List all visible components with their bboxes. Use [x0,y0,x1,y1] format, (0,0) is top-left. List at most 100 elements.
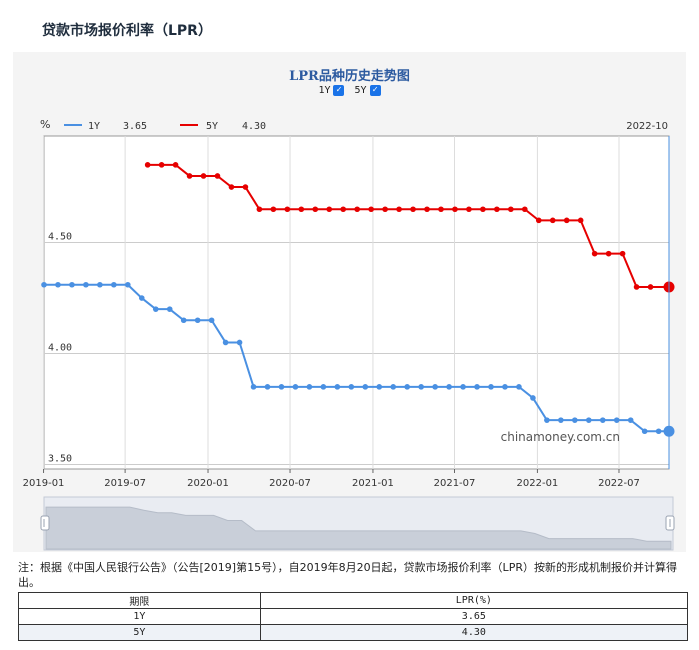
data-point-1y[interactable] [194,317,201,324]
data-point-5y[interactable] [158,162,165,168]
data-point-5y[interactable] [368,206,374,213]
data-point-5y[interactable] [647,284,654,290]
data-point-5y[interactable] [563,217,570,224]
table-header-term: 期限 [18,592,261,609]
x-tick-label: 2022-07 [598,478,640,489]
data-point-1y[interactable] [488,384,494,390]
data-point-1y[interactable] [460,384,466,390]
table-cell-rate: 4.30 [259,624,689,641]
legend-5y[interactable]: 5Y 4.30 [180,121,266,132]
data-point-5y[interactable] [382,206,388,213]
data-point-1y[interactable] [166,306,173,312]
data-point-1y[interactable] [83,281,89,288]
data-point-1y[interactable] [641,428,648,435]
data-point-1y[interactable] [613,417,620,423]
data-point-5y[interactable] [256,206,263,213]
legend-5y-value: 4.30 [242,121,266,132]
data-point-1y[interactable] [390,384,397,390]
data-point-1y[interactable] [69,281,75,288]
data-point-1y[interactable] [138,295,145,301]
zoom-handle-left[interactable] [40,515,50,531]
data-point-5y[interactable] [144,162,151,168]
data-point-5y[interactable] [605,250,612,257]
data-point-5y[interactable] [480,206,486,213]
data-point-1y[interactable] [558,417,564,423]
data-point-1y[interactable] [362,384,369,390]
data-point-1y[interactable] [474,384,480,390]
data-point-5y[interactable] [522,206,528,213]
data-point-1y[interactable] [334,384,341,390]
data-point-1y[interactable] [125,281,131,288]
data-point-5y[interactable] [312,206,319,213]
x-tick-label: 2022-01 [517,478,559,489]
toggle-1y-checkbox[interactable]: ✓ [333,85,345,96]
data-point-5y[interactable] [340,206,347,213]
data-point-5y[interactable] [466,206,472,213]
legend-5y-name: 5Y [206,121,218,132]
toggle-1y[interactable]: 1Y ✓ [318,85,345,96]
data-point-1y[interactable] [418,384,424,390]
data-point-5y[interactable] [619,250,626,257]
data-point-5y[interactable] [438,206,444,213]
data-point-5y[interactable] [326,206,333,213]
legend-1y[interactable]: 1Y 3.65 [64,121,147,132]
data-point-1y[interactable] [278,384,285,390]
data-point-1y[interactable] [655,428,662,435]
data-point-5y[interactable] [228,184,235,190]
data-point-5y[interactable] [396,206,402,213]
data-point-5y[interactable] [410,206,416,213]
data-point-5y[interactable] [214,173,221,179]
data-point-1y[interactable] [320,384,327,390]
series-line-1y [44,283,669,433]
chart-title: LPR品种历史走势图 [289,69,410,84]
data-point-1y[interactable] [502,384,508,390]
data-point-5y[interactable] [298,206,305,213]
y-tick-label: 4.50 [48,232,72,243]
data-point-1y[interactable] [41,281,47,288]
data-point-1y[interactable] [572,417,578,423]
data-point-1y[interactable] [516,384,522,390]
data-point-1y[interactable] [348,384,355,390]
data-point-5y[interactable] [535,217,542,224]
data-point-5y[interactable] [577,217,584,224]
data-zoom-slider[interactable] [40,496,675,551]
data-point-1y[interactable] [306,384,313,390]
data-point-1y[interactable] [627,417,634,423]
data-point-1y[interactable] [97,281,103,288]
data-point-5y[interactable] [591,250,598,257]
data-point-5y[interactable] [452,206,458,213]
data-point-1y[interactable] [250,384,257,390]
data-point-1y[interactable] [208,317,215,324]
data-point-5y[interactable] [284,206,291,213]
data-point-1y[interactable] [152,306,159,312]
data-point-1y[interactable] [404,384,410,390]
data-point-1y[interactable] [530,395,536,401]
data-point-1y[interactable] [599,417,606,423]
data-point-5y[interactable] [549,217,556,224]
cursor-date-label: 2022-10 [626,121,668,132]
data-point-5y[interactable] [424,206,430,213]
data-point-1y[interactable] [432,384,438,390]
data-point-1y[interactable] [292,384,299,390]
data-point-1y[interactable] [544,417,550,423]
data-point-5y[interactable] [242,184,249,190]
toggle-5y[interactable]: 5Y ✓ [355,85,381,96]
data-point-1y[interactable] [585,417,592,423]
data-point-1y[interactable] [446,384,452,390]
data-point-5y[interactable] [270,206,277,213]
data-point-5y[interactable] [508,206,514,213]
data-point-5y[interactable] [200,173,207,179]
data-point-5y[interactable] [172,162,179,168]
data-point-1y[interactable] [264,384,271,390]
data-point-1y[interactable] [236,339,243,346]
data-point-5y[interactable] [354,206,360,213]
data-point-5y[interactable] [186,173,193,179]
data-point-1y[interactable] [55,281,61,288]
data-point-1y[interactable] [376,384,383,390]
data-point-1y[interactable] [180,317,187,324]
data-point-1y[interactable] [111,281,117,288]
data-point-5y[interactable] [633,284,640,290]
data-point-1y[interactable] [222,339,229,346]
toggle-5y-checkbox[interactable]: ✓ [369,85,381,96]
data-point-5y[interactable] [494,206,500,213]
